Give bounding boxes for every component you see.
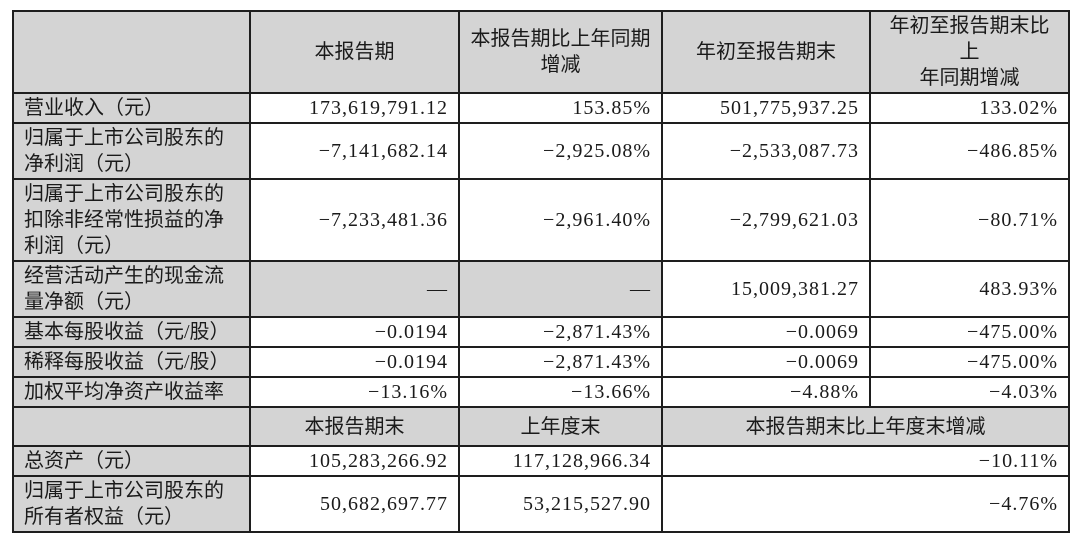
metric-label: 营业收入（元） (12, 92, 251, 124)
header-current-period-end: 本报告期末 (249, 406, 460, 447)
metric-value: −475.00% (869, 346, 1070, 378)
metric-label: 加权平均净资产收益率 (12, 376, 251, 408)
financial-summary-table: 本报告期 本报告期比上年同期 增减 年初至报告期末 年初至报告期末比上 年同期增… (12, 10, 1070, 533)
table-row-revenue: 营业收入（元） 173,619,791.12 153.85% 501,775,9… (12, 92, 1070, 124)
metric-value: −4.03% (869, 376, 1070, 408)
header-corner-cell (12, 10, 251, 94)
metric-value: −10.11% (661, 445, 1070, 477)
table-row-net-profit: 归属于上市公司股东的 净利润（元） −7,141,682.14 −2,925.0… (12, 122, 1070, 180)
metric-label: 归属于上市公司股东的 扣除非经常性损益的净 利润（元） (12, 178, 251, 262)
metric-label: 基本每股收益（元/股） (12, 316, 251, 348)
metric-value: −475.00% (869, 316, 1070, 348)
metric-value: −13.66% (458, 376, 663, 408)
metric-value: −4.76% (661, 475, 1070, 533)
metric-value: −2,871.43% (458, 346, 663, 378)
header-row-period-end: 本报告期末 上年度末 本报告期末比上年度末增减 (12, 406, 1070, 447)
metric-value: −80.71% (869, 178, 1070, 262)
header-yoy-change: 本报告期比上年同期 增减 (458, 10, 663, 94)
metric-value: 483.93% (869, 260, 1070, 318)
metric-value: 173,619,791.12 (249, 92, 460, 124)
metric-value: −0.0069 (661, 316, 871, 348)
table-row-total-assets: 总资产（元） 105,283,266.92 117,128,966.34 −10… (12, 445, 1070, 477)
table-row-owners-equity: 归属于上市公司股东的 所有者权益（元） 50,682,697.77 53,215… (12, 475, 1070, 533)
metric-value: −2,925.08% (458, 122, 663, 180)
metric-value: −2,533,087.73 (661, 122, 871, 180)
metric-value: 50,682,697.77 (249, 475, 460, 533)
header-corner-cell (12, 406, 251, 447)
table-row-diluted-eps: 稀释每股收益（元/股） −0.0194 −2,871.43% −0.0069 −… (12, 346, 1070, 378)
metric-value: 105,283,266.92 (249, 445, 460, 477)
metric-value: −486.85% (869, 122, 1070, 180)
metric-label: 归属于上市公司股东的 净利润（元） (12, 122, 251, 180)
header-current-period: 本报告期 (249, 10, 460, 94)
header-prior-year-end: 上年度末 (458, 406, 663, 447)
metric-value: 53,215,527.90 (458, 475, 663, 533)
metric-value: 117,128,966.34 (458, 445, 663, 477)
metric-value: 153.85% (458, 92, 663, 124)
metric-value: −7,141,682.14 (249, 122, 460, 180)
header-change-vs-prior-year-end: 本报告期末比上年度末增减 (661, 406, 1070, 447)
metric-value: −7,233,481.36 (249, 178, 460, 262)
metric-value: −0.0194 (249, 316, 460, 348)
metric-value: −4.88% (661, 376, 871, 408)
header-ytd: 年初至报告期末 (661, 10, 871, 94)
metric-value-empty: — (458, 260, 663, 318)
table-row-basic-eps: 基本每股收益（元/股） −0.0194 −2,871.43% −0.0069 −… (12, 316, 1070, 348)
metric-value: 15,009,381.27 (661, 260, 871, 318)
metric-value: −2,799,621.03 (661, 178, 871, 262)
table-row-weighted-avg-roe: 加权平均净资产收益率 −13.16% −13.66% −4.88% −4.03% (12, 376, 1070, 408)
metric-value: 133.02% (869, 92, 1070, 124)
metric-value-empty: — (249, 260, 460, 318)
header-ytd-yoy-change: 年初至报告期末比上 年同期增减 (869, 10, 1070, 94)
metric-label: 归属于上市公司股东的 所有者权益（元） (12, 475, 251, 533)
metric-label: 经营活动产生的现金流 量净额（元） (12, 260, 251, 318)
table-row-operating-cash-flow: 经营活动产生的现金流 量净额（元） — — 15,009,381.27 483.… (12, 260, 1070, 318)
metric-value: −0.0069 (661, 346, 871, 378)
metric-label: 总资产（元） (12, 445, 251, 477)
metric-value: −13.16% (249, 376, 460, 408)
header-row-period: 本报告期 本报告期比上年同期 增减 年初至报告期末 年初至报告期末比上 年同期增… (12, 10, 1070, 94)
metric-label: 稀释每股收益（元/股） (12, 346, 251, 378)
metric-value: −2,871.43% (458, 316, 663, 348)
metric-value: −0.0194 (249, 346, 460, 378)
metric-value: −2,961.40% (458, 178, 663, 262)
metric-value: 501,775,937.25 (661, 92, 871, 124)
table-row-net-profit-excl-nonrecurring: 归属于上市公司股东的 扣除非经常性损益的净 利润（元） −7,233,481.3… (12, 178, 1070, 262)
